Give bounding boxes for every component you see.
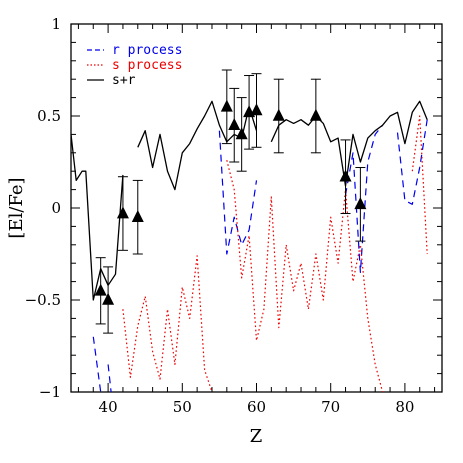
series-line-r-process	[218, 130, 258, 255]
series-line-s-r	[137, 100, 258, 191]
triangle-marker	[131, 210, 144, 222]
series-line-r-process	[92, 336, 102, 392]
triangle-marker	[354, 197, 367, 210]
triangle-marker	[228, 118, 241, 130]
x-tick-label: 60	[247, 398, 266, 416]
triangle-marker	[272, 108, 285, 121]
x-tick-label: 70	[321, 398, 340, 416]
series-line-s-process	[226, 160, 384, 392]
x-tick-label: 80	[395, 398, 414, 416]
y-tick-label: −0.5	[25, 291, 61, 309]
triangle-marker	[116, 206, 129, 219]
series-line-r-process	[107, 364, 112, 392]
legend-label: s+r	[112, 73, 136, 88]
triangle-marker	[309, 108, 322, 121]
triangle-marker	[102, 292, 115, 305]
x-axis-title: Z	[250, 426, 263, 447]
series-line-r-process	[344, 124, 384, 273]
y-tick-label: 0.5	[37, 107, 61, 125]
y-tick-label: 0	[51, 199, 61, 217]
triangle-marker	[220, 99, 233, 112]
observations-layer	[94, 69, 367, 334]
series-line-r-process	[396, 119, 428, 205]
y-axis-title: [El/Fe]	[6, 177, 27, 238]
series-line-s-r	[71, 134, 124, 301]
x-tick-label: 50	[173, 398, 192, 416]
series-line-s-r	[270, 100, 428, 187]
triangle-marker	[339, 169, 352, 182]
triangle-marker	[250, 103, 263, 116]
axis-ticks: 40 50 60 70 80 −1 −0.5 0 0.5 1	[25, 15, 442, 416]
series-line-s-process	[122, 255, 213, 392]
triangle-marker	[235, 127, 248, 140]
legend-label: s process	[112, 58, 182, 73]
series-line-s-process	[411, 115, 428, 255]
legend-label: r process	[112, 43, 182, 58]
triangle-marker	[94, 283, 107, 296]
y-tick-label: −1	[39, 383, 61, 401]
x-tick-label: 40	[99, 398, 118, 416]
series-layer	[71, 100, 428, 392]
y-tick-label: 1	[51, 15, 61, 33]
